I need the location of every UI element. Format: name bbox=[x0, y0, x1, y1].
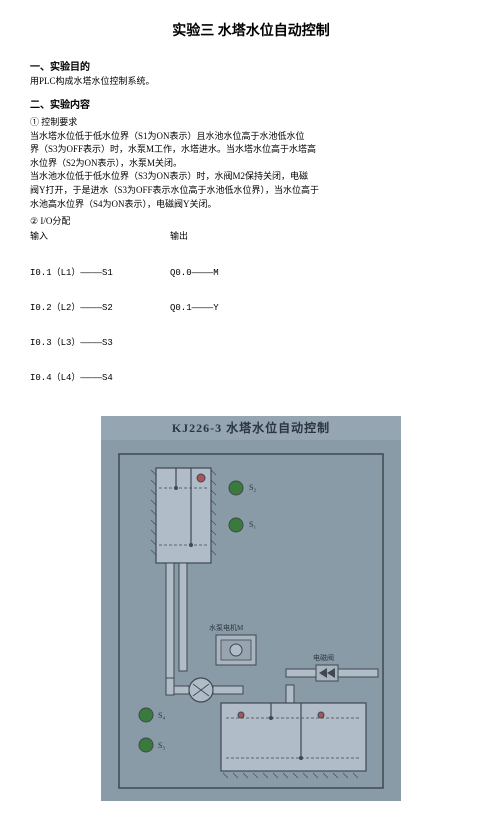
paragraph4: 当水池水位低于低水位界（S3为ON表示）时，水阀M2保持关闭，电磁 bbox=[30, 170, 472, 183]
section1-header: 一、实验目的 bbox=[30, 58, 472, 73]
diagram-title: KJ226-3 水塔水位自动控制 bbox=[101, 416, 401, 440]
section1-text: 用PLC构成水塔水位控制系统。 bbox=[30, 75, 472, 88]
paragraph5: 阀Y打开，于是进水（S3为OFF表示水位高于水池低水位界），当水位高于 bbox=[30, 184, 472, 197]
section2-header: 二、实验内容 bbox=[30, 96, 472, 111]
label-s2: S₂ bbox=[249, 483, 256, 492]
io-output-label: 输出 bbox=[170, 229, 188, 242]
io-table: I0.1（L1）————S1Q0.0————M I0.2（L2）————S2Q0… bbox=[30, 244, 472, 408]
io-row3-left: I0.3（L3）————S3 bbox=[30, 338, 113, 348]
paragraph6: 水池高水位界（S4为ON表示），电磁阀Y关闭。 bbox=[30, 198, 472, 211]
io-row2-left: I0.2（L2）————S2 bbox=[30, 303, 170, 315]
io-row1-left: I0.1（L1）————S1 bbox=[30, 268, 170, 280]
document-title: 实验三 水塔水位自动控制 bbox=[30, 20, 472, 40]
label-valve: 电磁阀 bbox=[313, 653, 334, 662]
io-row4-left: I0.4（L4）————S4 bbox=[30, 373, 113, 383]
label-s1: S₁ bbox=[249, 520, 256, 529]
io-input-label: 输入 bbox=[30, 229, 170, 242]
item2-label: ② I/O分配 bbox=[30, 214, 472, 227]
label-s3: S₃ bbox=[158, 741, 165, 750]
io-header-row: 输入 输出 bbox=[30, 229, 472, 242]
io-row1-right: Q0.0————M bbox=[170, 268, 219, 278]
paragraph3: 水位界（S2为ON表示），水泵M关闭。 bbox=[30, 157, 472, 170]
item1-label: ① 控制要求 bbox=[30, 115, 472, 128]
label-s4: S₄ bbox=[158, 711, 165, 720]
diagram-container: KJ226-3 水塔水位自动控制 bbox=[101, 416, 401, 801]
diagram-svg: S₂ S₁ 水泵电机M 电磁阀 bbox=[101, 440, 401, 801]
io-row2-right: Q0.1————Y bbox=[170, 303, 219, 313]
label-pump: 水泵电机M bbox=[209, 623, 244, 632]
paragraph1: 当水塔水位低于低水位界（S1为ON表示）且水池水位高于水池低水位 bbox=[30, 130, 472, 143]
paragraph2: 界（S3为OFF表示）时，水泵M工作，水塔进水。当水塔水位高于水塔高 bbox=[30, 143, 472, 156]
